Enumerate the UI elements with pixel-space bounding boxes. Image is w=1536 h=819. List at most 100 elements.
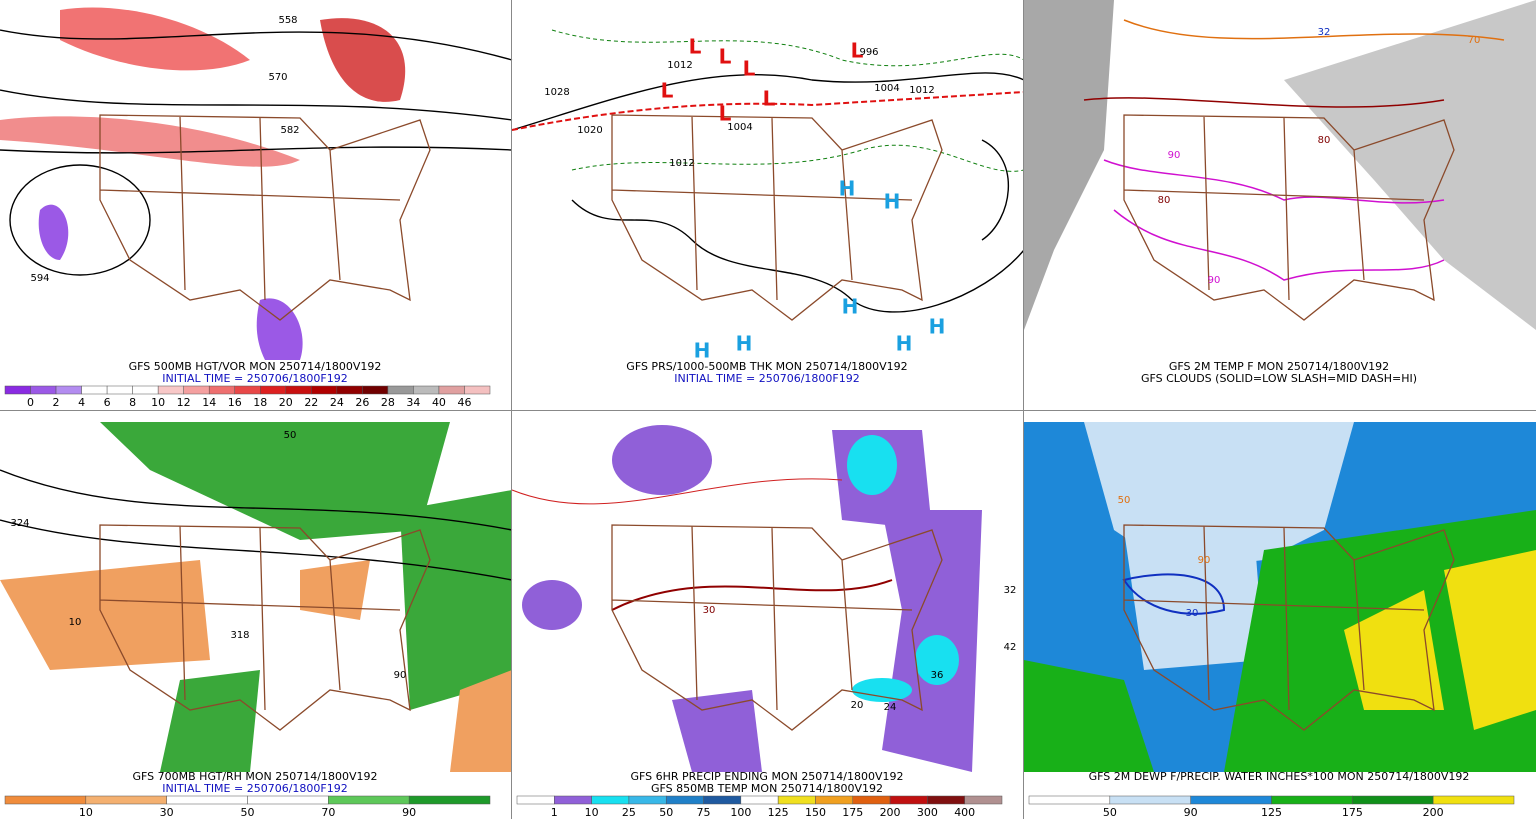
caption: GFS 500MB HGT/VOR MON 250714/1800V192	[129, 360, 382, 373]
caption: GFS 2M DEWP F/PRECIP. WATER INCHES*100 M…	[1089, 770, 1470, 783]
caption: GFS CLOUDS (SOLID=LOW SLASH=MID DASH=HI)	[1141, 372, 1417, 385]
map-label: H	[736, 332, 753, 356]
map-label: 70	[1468, 35, 1481, 46]
temperature	[511, 478, 843, 505]
colorbar-label: 14	[202, 396, 216, 409]
colorbar-cell	[777, 795, 816, 805]
panel: 30 50 90 GFS 2M DEWP F/PRECIP. WATER INCHES…	[1024, 422, 1536, 819]
colorbar-label: 75	[697, 806, 711, 819]
colorbar-label: 150	[805, 806, 826, 819]
colorbar-label: 175	[842, 806, 863, 819]
pwat	[1444, 550, 1536, 730]
colorbar-label: 50	[241, 806, 255, 819]
pwat	[1124, 530, 1264, 670]
colorbar-cell	[260, 385, 287, 395]
colorbar-label: 10	[585, 806, 599, 819]
caption: INITIAL TIME = 250706/1800F192	[674, 372, 859, 385]
colorbar-cell	[591, 795, 630, 805]
colorbar-cell	[464, 385, 491, 395]
map-label: 10	[69, 617, 82, 628]
map-label: 1012	[909, 85, 934, 96]
colorbar-label: 24	[330, 396, 344, 409]
colorbar-label: 34	[406, 396, 420, 409]
map-label: 30	[703, 605, 716, 616]
contour	[571, 199, 1025, 313]
precip	[672, 690, 762, 772]
colorbar-cell	[183, 385, 210, 395]
map-label: H	[842, 295, 859, 319]
colorbar-label: 28	[381, 396, 395, 409]
colorbar-cell	[815, 795, 854, 805]
colorbar-label: 2	[53, 396, 60, 409]
map-label: 582	[280, 125, 299, 136]
state-borders	[99, 524, 431, 731]
state-borders	[611, 524, 943, 731]
precip	[847, 435, 897, 495]
map-label: 80	[1318, 135, 1331, 146]
caption: GFS 700MB HGT/RH MON 250714/1800V192	[133, 770, 378, 783]
colorbar-label: 4	[78, 396, 85, 409]
map-label: 20	[851, 700, 864, 711]
panel: 324 318 50 90 10 GFS 700MB HGT/RH MON 250714/…	[0, 422, 513, 819]
colorbar-label: 0	[27, 396, 34, 409]
colorbar-label: 175	[1342, 806, 1363, 819]
colorbar-cell	[81, 385, 108, 395]
pwat	[1344, 590, 1444, 710]
contour	[511, 72, 1025, 131]
colorbar-label: 125	[768, 806, 789, 819]
humidity	[0, 560, 210, 670]
colorbar-cell	[4, 385, 31, 395]
panel: 36 32 42 20 24 30 GFS 6HR PRECIP ENDING MON 25…	[511, 425, 1017, 819]
colorbar-label: 100	[730, 806, 751, 819]
colorbar-cell	[362, 385, 389, 395]
colorbar-cell	[30, 385, 57, 395]
contour	[0, 146, 513, 154]
map-label: 1004	[727, 122, 752, 133]
map-label: L	[719, 102, 732, 126]
colorbar-label: 16	[228, 396, 242, 409]
pwat	[1024, 660, 1154, 772]
colorbar-cell	[1271, 795, 1353, 805]
thickness	[571, 144, 1025, 172]
map-label: 90	[1198, 555, 1211, 566]
map-label: 90	[394, 670, 407, 681]
colorbar-cell	[247, 795, 329, 805]
temperature	[611, 579, 893, 611]
vorticity	[60, 7, 250, 71]
colorbar-cell	[628, 795, 667, 805]
map-label: 558	[278, 15, 297, 26]
temperature	[1103, 159, 1445, 204]
map-label: L	[851, 39, 864, 63]
colorbar-cell	[157, 385, 184, 395]
colorbar-cell	[4, 795, 87, 805]
colorbar-label: 6	[104, 396, 111, 409]
precip	[522, 580, 582, 630]
map-label: 1004	[874, 83, 899, 94]
contour	[981, 139, 1009, 241]
map-label: 324	[10, 518, 29, 529]
colorbar-label: 10	[79, 806, 93, 819]
vorticity	[0, 116, 300, 167]
map-label: L	[719, 45, 732, 69]
colorbar-label: 40	[432, 396, 446, 409]
cloud	[1024, 0, 1114, 330]
colorbar-label: 20	[279, 396, 293, 409]
colorbar-cell	[1432, 795, 1515, 805]
colorbar-cell	[852, 795, 891, 805]
colorbar-cell	[740, 795, 779, 805]
colorbar-label: 90	[1184, 806, 1198, 819]
colorbar-cell	[285, 385, 312, 395]
temperature	[1113, 209, 1445, 281]
colorbar-label: 1	[551, 806, 558, 819]
colorbar-cell	[234, 385, 261, 395]
humidity	[300, 560, 370, 620]
caption: INITIAL TIME = 250706/1800F192	[162, 372, 347, 385]
colorbar-label: 46	[457, 396, 471, 409]
map-label: 42	[1004, 642, 1017, 653]
colorbar-label: 25	[622, 806, 636, 819]
caption: GFS 2M TEMP F MON 250714/1800V192	[1169, 360, 1389, 373]
precip	[612, 425, 712, 495]
map-label: L	[743, 57, 756, 81]
